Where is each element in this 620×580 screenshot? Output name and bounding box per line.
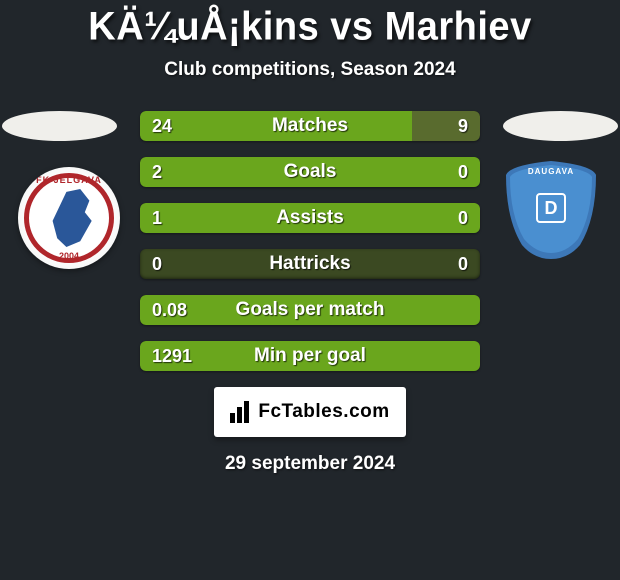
date-label: 29 september 2024 bbox=[0, 453, 620, 475]
left-shadow-ellipse bbox=[2, 111, 117, 141]
stat-row: 249Matches bbox=[140, 111, 480, 141]
right-badge-letter: D bbox=[536, 193, 566, 223]
page-subtitle: Club competitions, Season 2024 bbox=[0, 59, 620, 81]
comparison-stage: FK JELGAVA 2004 DAUGAVA D 249Matches 20Go… bbox=[0, 111, 620, 491]
stat-label: Goals per match bbox=[140, 295, 480, 325]
left-club-badge: FK JELGAVA 2004 bbox=[18, 167, 120, 269]
right-club-badge: DAUGAVA D bbox=[500, 159, 602, 261]
stat-row: 1291Min per goal bbox=[140, 341, 480, 371]
right-badge-text-top: DAUGAVA bbox=[500, 167, 602, 176]
stat-label: Hattricks bbox=[140, 249, 480, 279]
stat-label: Goals bbox=[140, 157, 480, 187]
stat-label: Matches bbox=[140, 111, 480, 141]
stat-row: 0.08Goals per match bbox=[140, 295, 480, 325]
stat-label: Assists bbox=[140, 203, 480, 233]
page-title: KÄ¼uÅ¡kins vs Marhiev bbox=[0, 0, 620, 50]
stat-row: 20Goals bbox=[140, 157, 480, 187]
watermark: FcTables.com bbox=[214, 387, 406, 437]
left-badge-text-bottom: 2004 bbox=[18, 251, 120, 261]
right-shadow-ellipse bbox=[503, 111, 618, 141]
stat-row: 10Assists bbox=[140, 203, 480, 233]
stat-bars: 249Matches 20Goals 10Assists 00Hattricks 0.0… bbox=[140, 111, 480, 387]
chart-icon bbox=[230, 401, 252, 423]
watermark-text: FcTables.com bbox=[258, 401, 389, 423]
stat-row: 00Hattricks bbox=[140, 249, 480, 279]
left-badge-text-top: FK JELGAVA bbox=[18, 175, 120, 185]
stat-label: Min per goal bbox=[140, 341, 480, 371]
